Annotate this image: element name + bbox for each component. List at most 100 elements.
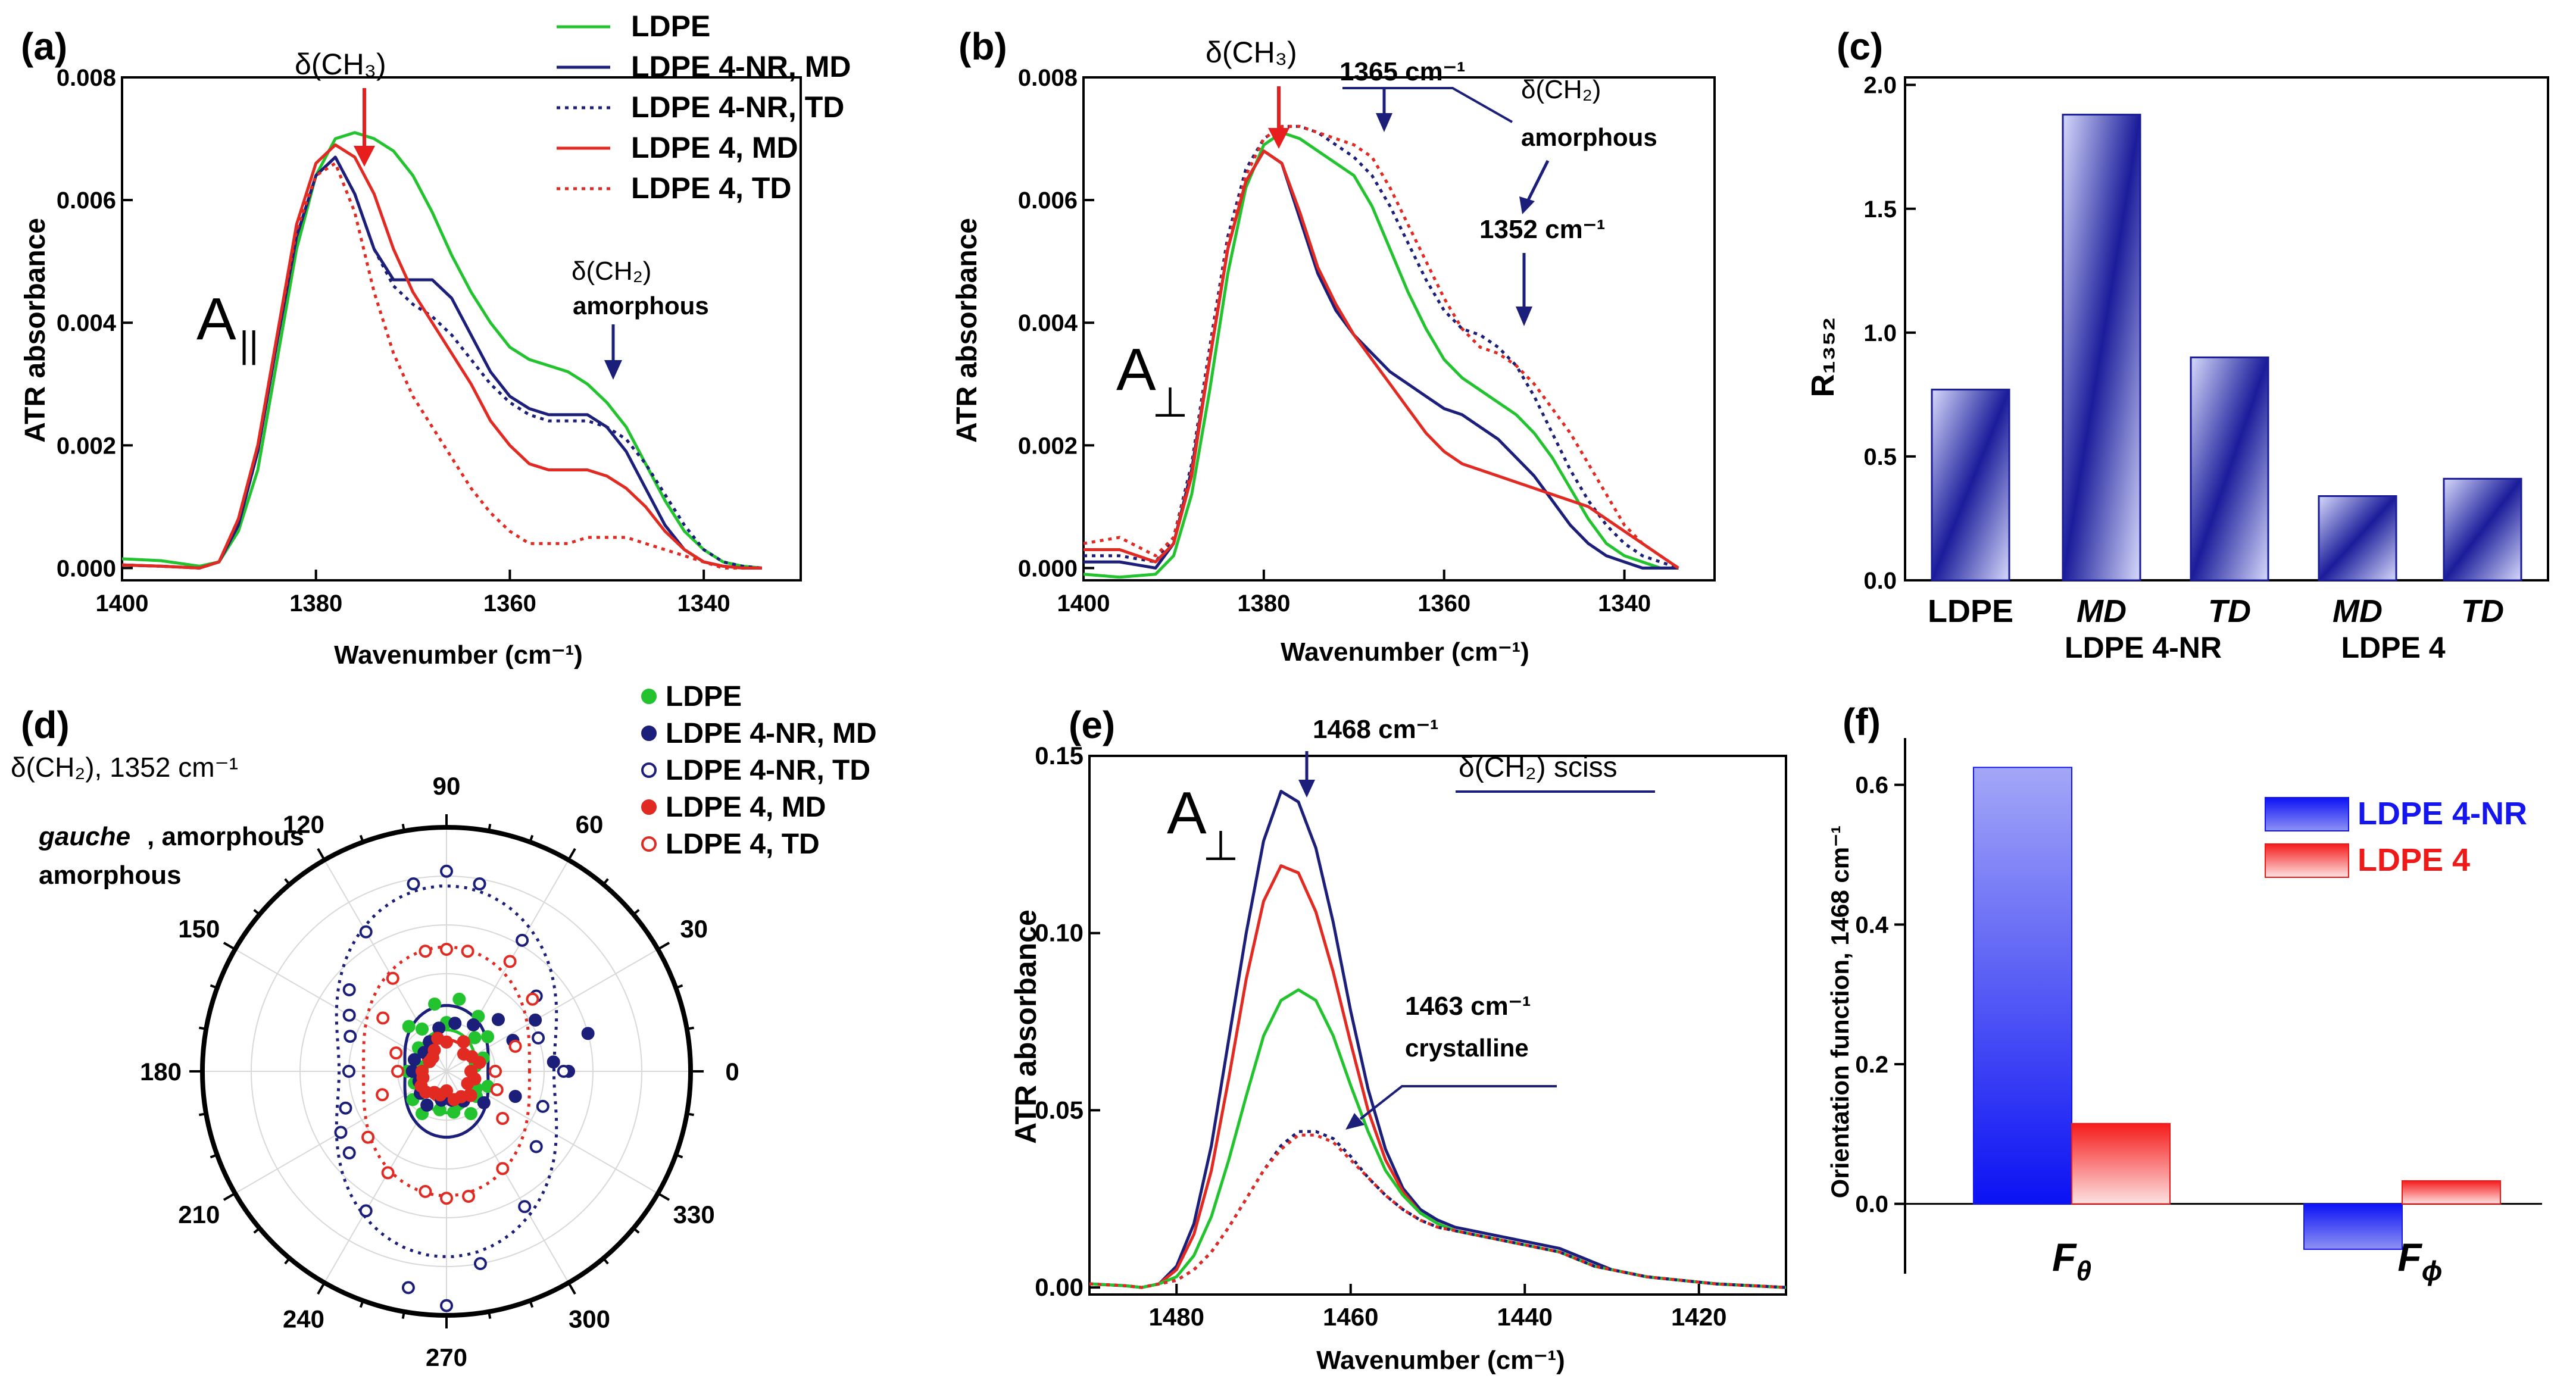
polar-subtitle-amorphous: amorphous <box>39 861 182 890</box>
d-tick-mark <box>529 834 534 843</box>
a-series-ldpe-4-td <box>121 161 762 570</box>
d-angle-label: 0 <box>725 1058 739 1086</box>
f-ytick-label: 0.0 <box>1855 1192 1888 1218</box>
symbol-a: A <box>196 286 236 352</box>
b-xtick-label: 1380 <box>1237 590 1290 617</box>
panel-c-chart: 0.0 0.5 1.0 1.5 2.0 R₁₃₅₂ LDPE MD TD MD TD LDPE … <box>1805 73 2549 664</box>
d-point-ldpe-4-nr-td <box>359 925 373 939</box>
arrowhead-crystalline-e <box>1345 1113 1365 1130</box>
d-tick-mark <box>317 1282 326 1295</box>
b-series-ldpe <box>1083 131 1679 579</box>
e-series-ldpe-4-td <box>1089 1133 1787 1289</box>
leader-crystalline-e <box>1359 1085 1557 1120</box>
ylabel-a: ATR absorbance <box>20 218 51 443</box>
d-point-ldpe-4-md <box>447 1093 461 1106</box>
annotation-ch3-b: δ(CH₃) <box>1206 36 1297 69</box>
d-point-ldpe-4-td <box>381 1166 395 1180</box>
d-angle-label: 120 <box>283 810 324 838</box>
b-ytick-label: 0.002 <box>1018 433 1078 459</box>
d-grid-spoke <box>235 949 447 1072</box>
d-point-ldpe-4-nr-td <box>342 1146 356 1160</box>
d-angle-label: 150 <box>178 915 220 943</box>
c-category-label: MD <box>2333 593 2383 629</box>
d-tick-mark <box>602 878 609 886</box>
legend-d-marker <box>641 836 657 852</box>
panel-label-d: (d) <box>21 704 70 746</box>
d-tick-mark <box>602 1257 609 1265</box>
d-angle-label: 330 <box>673 1200 715 1228</box>
d-tick-mark <box>284 878 291 886</box>
legend-a: LDPE LDPE 4-NR, MD LDPE 4-NR, TD LDPE 4, MD… <box>557 10 851 205</box>
d-point-ldpe-4-nr-md <box>432 1021 446 1035</box>
panel-f-chart: 0.0 0.2 0.4 0.6 Orientation function, 1468 … <box>1826 738 2542 1286</box>
d-tick-mark <box>686 1112 694 1117</box>
e-xtick-label: 1420 <box>1671 1303 1726 1331</box>
d-point-ldpe-4-md <box>457 1035 470 1049</box>
c-ytick-label: 1.5 <box>1863 196 1897 223</box>
d-point-ldpe-4-nr-md <box>547 1055 560 1069</box>
xlabel-a: Wavenumber (cm⁻¹) <box>334 640 583 670</box>
panel-e-chart: 1480 1460 1440 1420 0.00 0.05 0.10 0.15 ATR abs… <box>1009 715 1787 1375</box>
e-series-ldpe-4-nr-md <box>1089 790 1787 1289</box>
arrowhead-1352-b <box>1516 307 1532 326</box>
d-angle-label: 300 <box>569 1305 610 1333</box>
d-point-ldpe-4-td <box>461 945 474 958</box>
d-point-ldpe-4-td <box>526 992 539 1006</box>
b-series-ldpe-4-md <box>1084 149 1679 570</box>
a-xtick-label: 1400 <box>96 590 149 617</box>
d-tick-mark <box>317 848 326 861</box>
legend-f-swatch <box>2265 843 2349 878</box>
legend-f-swatch <box>2265 797 2349 831</box>
d-point-ldpe-4-td <box>376 1088 389 1102</box>
a-ytick-label: 0.006 <box>57 187 116 214</box>
annotation-1463-e: 1463 cm⁻¹ <box>1405 992 1531 1021</box>
d-tick-mark <box>632 909 640 915</box>
panel-label-a: (a) <box>21 25 67 68</box>
c-ytick-label: 0.5 <box>1863 444 1897 470</box>
c-category-label: TD <box>2461 593 2504 629</box>
d-point-ldpe-4-md <box>426 1051 439 1064</box>
legend-d: LDPE LDPE 4-NR, MD LDPE 4-NR, TD LDPE 4, MD… <box>641 681 877 860</box>
c-bar-1 <box>2062 114 2141 581</box>
d-point-ldpe-4-nr-td <box>401 1281 415 1295</box>
d-tick-mark <box>529 1300 534 1308</box>
a-series-ldpe <box>121 131 763 570</box>
c-ytick-label: 0.0 <box>1863 568 1897 594</box>
legend-f: LDPE 4-NR LDPE 4 <box>2265 796 2527 878</box>
d-point-ldpe-4-nr-td <box>342 1008 356 1022</box>
panel-label-e: (e) <box>1069 704 1115 746</box>
f-bar-ldpe-4-nr-0 <box>1973 767 2072 1205</box>
d-point-ldpe-4-nr-td <box>529 1140 543 1153</box>
d-tick-mark <box>632 1227 640 1234</box>
arrowhead-ch3-b <box>1268 128 1289 149</box>
d-point-ldpe <box>402 1020 416 1033</box>
group-label-ldpe4: LDPE 4 <box>2341 631 2445 664</box>
legend-d-label: LDPE 4-NR, TD <box>666 755 870 786</box>
annotation-1468-e: 1468 cm⁻¹ <box>1313 715 1439 744</box>
d-tick-mark <box>210 984 218 989</box>
xlabel-b: Wavenumber (cm⁻¹) <box>1281 637 1529 667</box>
a-xtick-label: 1340 <box>677 590 730 617</box>
a-ytick-label: 0.000 <box>57 555 116 581</box>
b-ytick-label: 0.004 <box>1018 310 1078 336</box>
panel-label-b: (b) <box>958 25 1007 68</box>
d-point-ldpe-4-td <box>503 955 517 968</box>
f-ytick-label: 0.4 <box>1855 912 1888 938</box>
annotation-1365-b: 1365 cm⁻¹ <box>1339 57 1466 86</box>
c-bar-2 <box>2190 356 2269 581</box>
d-point-ldpe-4-td <box>389 1046 403 1060</box>
c-bar-0 <box>1931 389 2010 581</box>
d-point-ldpe-4-nr-td <box>557 1065 570 1078</box>
d-point-ldpe-4-md <box>419 1085 433 1099</box>
d-tick-mark <box>657 942 670 951</box>
d-angle-label: 90 <box>433 772 461 800</box>
e-ytick-label: 0.05 <box>1035 1096 1084 1124</box>
ylabel-f: Orientation function, 1468 cm⁻¹ <box>1826 826 1854 1199</box>
d-point-ldpe-4-md <box>431 1031 445 1045</box>
panel-label-f: (f) <box>1843 701 1881 743</box>
d-point-ldpe-4-md <box>468 1072 482 1086</box>
panel-b-chart: 1400 1380 1360 1340 0.000 0.002 0.004 0.006 0.00… <box>951 36 1716 667</box>
d-point-ldpe-4-md <box>457 1048 470 1061</box>
legend-a-label: LDPE 4, TD <box>631 171 791 205</box>
symbol-e: A <box>1167 780 1207 846</box>
